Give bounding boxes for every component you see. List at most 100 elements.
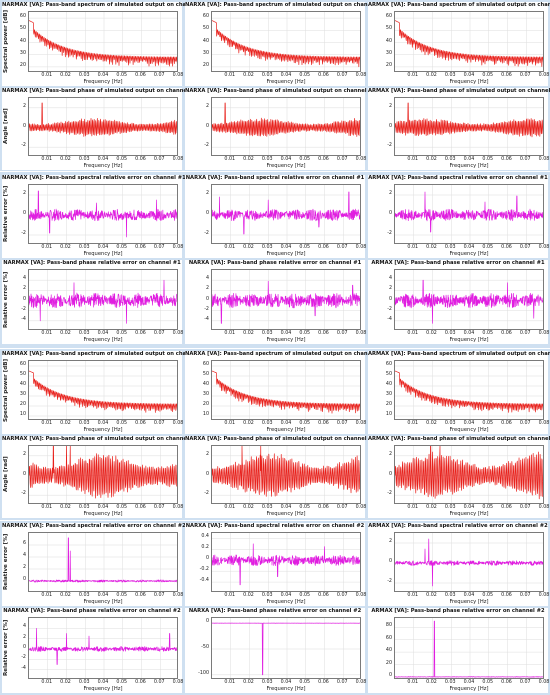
x-axis-label: Frequency [Hz]	[83, 427, 123, 433]
chart-title: NARMAX [VA]: Pass-band spectrum of simul…	[2, 2, 209, 8]
x-tick-label: 0.05	[482, 680, 494, 685]
series-line	[395, 370, 543, 413]
x-axis-label: Frequency [Hz]	[83, 163, 123, 169]
y-tick-label: -100	[198, 670, 209, 676]
plot-svg	[29, 270, 177, 329]
y-tick-label: 30	[385, 392, 392, 397]
chart-panel: ARMAX [VA]: Pass-band spectral relative …	[368, 175, 549, 258]
plot-area	[28, 184, 178, 244]
y-tick-label: 0	[388, 296, 392, 302]
y-tick-label: 10	[19, 412, 26, 417]
y-tick-label: -2	[21, 655, 26, 661]
x-tick-label: 0.02	[426, 245, 437, 250]
series-line	[212, 622, 360, 676]
x-tick-label: 0.05	[116, 680, 128, 685]
x-tick-label: 0.01	[41, 505, 53, 510]
y-tick-label: 20	[202, 62, 209, 68]
x-tick-label: 0.05	[116, 157, 128, 162]
x-tick-label: 0.01	[407, 73, 419, 78]
x-tick-label: 0.08	[172, 593, 184, 598]
x-tick-label: 0.04	[280, 157, 292, 162]
x-tick-label: 0.01	[224, 593, 236, 598]
x-tick-label: 0.05	[116, 331, 128, 336]
x-tick-label: 0.01	[41, 331, 53, 336]
chart-title: NARMAX [VA]: Pass-band spectral relative…	[2, 175, 186, 181]
y-tick-label: 60	[385, 635, 392, 641]
x-tick-label: 0.08	[538, 680, 550, 685]
chart-title: ARMAX [VA]: Pass-band spectrum of simula…	[368, 2, 550, 8]
y-axis-label: Relative error [%]	[3, 619, 9, 677]
y-tick-label: 2	[205, 286, 209, 292]
x-tick-label: 0.05	[299, 331, 311, 336]
x-tick-label: 0.05	[299, 505, 311, 510]
series-line	[212, 191, 360, 235]
x-tick-label: 0.03	[444, 593, 456, 598]
y-tick-label: 0	[388, 211, 392, 216]
y-tick-label: 20	[385, 660, 392, 666]
y-tick-label: 2	[22, 634, 26, 640]
y-tick-label: 10	[202, 412, 209, 417]
y-tick-label: 2	[22, 103, 26, 109]
x-tick-label: 0.01	[224, 421, 236, 426]
x-tick-label: 0.06	[501, 593, 512, 598]
x-tick-label: 0.06	[135, 331, 146, 336]
x-tick-label: 0.03	[444, 157, 456, 162]
x-tick-label: 0.03	[78, 73, 90, 78]
y-tick-label: 0	[22, 296, 26, 302]
x-tick-label: 0.05	[482, 331, 494, 336]
x-tick-label: 0.02	[60, 73, 71, 78]
plot-area	[28, 445, 178, 504]
x-tick-label: 0.08	[355, 505, 367, 510]
y-tick-label: 60	[385, 14, 392, 20]
x-tick-label: 0.07	[519, 421, 531, 426]
chart-panel: NARXA [VA]: Pass-band phase of simulated…	[185, 436, 377, 518]
chart-title: ARMAX [VA]: Pass-band phase relative err…	[371, 608, 545, 614]
chart-title: ARMAX [VA]: Pass-band spectral relative …	[368, 175, 548, 181]
y-tick-label: 60	[202, 362, 209, 367]
x-tick-label: 0.02	[243, 331, 254, 336]
y-tick-label: -2	[21, 143, 26, 149]
x-tick-label: 0.02	[426, 680, 437, 685]
y-tick-label: 20	[19, 402, 26, 407]
y-tick-label: 0	[22, 577, 26, 582]
x-tick-label: 0.03	[78, 593, 90, 598]
chart-panel: NARMAX [VA]: Pass-band spectrum of simul…	[2, 351, 208, 434]
x-tick-label: 0.08	[355, 331, 367, 336]
plot-svg	[212, 270, 360, 329]
y-tick-label: 60	[385, 362, 392, 367]
y-tick-label: 0	[205, 211, 209, 216]
x-tick-label: 0.02	[243, 505, 254, 510]
plot-svg	[29, 361, 177, 419]
x-tick-label: 0.04	[463, 331, 475, 336]
chart-title: NARXA [VA]: Pass-band spectral relative …	[185, 523, 365, 529]
x-tick-label: 0.08	[355, 73, 367, 78]
x-tick-label: 0.04	[280, 680, 292, 685]
x-tick-label: 0.07	[336, 245, 348, 250]
series-line	[29, 279, 177, 324]
x-tick-label: 0.01	[407, 157, 419, 162]
chart-panel: NARMAX [VA]: Pass-band spectral relative…	[2, 523, 186, 606]
y-tick-label: -0.2	[199, 567, 209, 573]
x-tick-label: 0.01	[224, 245, 236, 250]
x-tick-label: 0.04	[280, 505, 292, 510]
chart-title: NARXA [VA]: Pass-band phase of simulated…	[185, 436, 377, 442]
x-tick-label: 0.05	[116, 593, 128, 598]
y-tick-label: -2	[387, 491, 392, 497]
x-tick-label: 0.01	[224, 680, 236, 685]
x-tick-label: 0.03	[261, 421, 273, 426]
plot-svg	[395, 185, 543, 243]
y-axis-label: Spectral power [dB]	[3, 9, 9, 74]
x-tick-label: 0.06	[135, 157, 146, 162]
x-tick-label: 0.05	[482, 421, 494, 426]
chart-title: NARXA [VA]: Pass-band phase relative err…	[188, 260, 362, 266]
y-tick-label: -4	[204, 316, 209, 322]
x-axis-label: Frequency [Hz]	[266, 599, 306, 605]
x-tick-label: 0.07	[153, 331, 165, 336]
series-line	[212, 102, 360, 137]
chart-panel: NARMAX [VA]: Pass-band spectrum of simul…	[2, 2, 209, 86]
y-tick-label: 0	[388, 559, 392, 564]
x-tick-label: 0.02	[60, 331, 71, 336]
plot-area	[394, 11, 544, 72]
y-tick-label: 20	[385, 62, 392, 68]
y-tick-label: 60	[19, 362, 26, 367]
